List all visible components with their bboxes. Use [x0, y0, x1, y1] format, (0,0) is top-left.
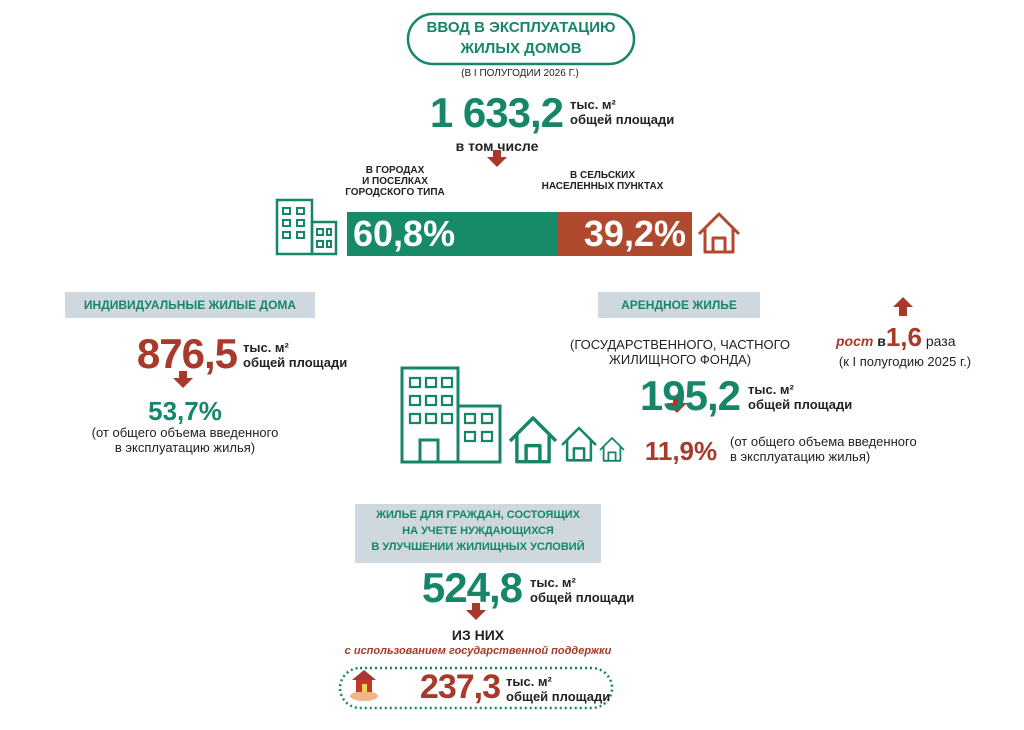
- split-label-value: 60,8%: [353, 213, 456, 254]
- unit-note: общей площади: [748, 397, 853, 412]
- label-line: В ГОРОДАХ: [365, 165, 425, 176]
- unit-note: общей площади: [506, 689, 611, 704]
- note-line: в эксплуатацию жилья): [114, 440, 256, 455]
- growth-mid: в: [877, 333, 886, 349]
- rental-subtitle: (ГОСУДАРСТВЕННОГО, ЧАСТНОГО ЖИЛИЩНОГО ФОН…: [560, 337, 800, 367]
- share-note: (от общего объема введенного в эксплуатац…: [70, 425, 300, 455]
- note-line: в эксплуатацию жилья): [730, 449, 871, 464]
- note-line: (от общего объема введенного: [91, 425, 279, 440]
- growth-note: (к I полугодию 2025 г.): [838, 354, 972, 369]
- unit-note: общей площади: [530, 590, 635, 605]
- note-line: (ГОСУДАРСТВЕННОГО, ЧАСТНОГО: [569, 337, 791, 352]
- subset-label: ИЗ НИХ: [451, 627, 505, 643]
- note-line: (от общего объема введенного: [730, 434, 917, 449]
- value: 876,5: [136, 330, 238, 377]
- share-note: (от общего объема введенного в эксплуатац…: [730, 434, 917, 464]
- house-icon: [508, 416, 558, 464]
- title-line: В УЛУЧШЕНИИ ЖИЛИЩНЫХ УСЛОВИЙ: [371, 541, 585, 553]
- unit-text: тыс. м²: [506, 674, 552, 689]
- period: (В I ПОЛУГОДИИ 2026 Г.): [461, 68, 579, 79]
- split-bar: 60,8% 39,2%: [347, 212, 692, 256]
- unit: тыс. м² общей площади: [243, 340, 347, 370]
- note-line: ЖИЛИЩНОГО ФОНДА): [608, 352, 752, 367]
- label-line: В СЕЛЬСКИХ: [569, 170, 636, 181]
- total-value: 1 633,2: [429, 89, 564, 136]
- value: 524,8: [421, 564, 523, 611]
- house-icon: [697, 212, 741, 254]
- split-segment: 39,2%: [556, 212, 692, 256]
- support-note: с использованием государственной поддерж…: [344, 645, 612, 657]
- title-line: ВВОД В ЭКСПЛУАТАЦИЮ: [426, 19, 616, 36]
- title-line: ЖИЛЫХ ДОМОВ: [460, 40, 582, 57]
- section-title: ИНДИВИДУАЛЬНЫЕ ЖИЛЫЕ ДОМА: [65, 292, 315, 318]
- split-label: В СЕЛЬСКИХ НАСЕЛЕННЫХ ПУНКТАХ: [530, 170, 675, 192]
- house-icon: [599, 437, 625, 462]
- growth-suffix: раза: [925, 333, 956, 349]
- split-label-value: 39,2%: [583, 213, 686, 254]
- growth: рост в1,6 раза: [836, 322, 956, 353]
- unit-note: общей площади: [243, 355, 348, 370]
- growth-value: 1,6: [885, 322, 922, 352]
- share: 11,9%: [644, 436, 718, 466]
- growth-prefix: рост: [836, 333, 874, 349]
- gift-house-icon: [350, 670, 378, 701]
- unit: тыс. м² общей площади: [530, 575, 634, 605]
- support-value: 237,3: [419, 668, 501, 706]
- split-label: В ГОРОДАХ И ПОСЕЛКАХ ГОРОДСКОГО ТИПА: [330, 165, 460, 198]
- total-note: в том числе: [455, 138, 539, 154]
- unit-note: общей площади: [570, 112, 675, 127]
- share: 53,7%: [148, 396, 222, 426]
- unit-text: тыс. м²: [570, 97, 616, 112]
- split-segment: 60,8%: [347, 212, 557, 256]
- unit: тыс. м² общей площади: [570, 97, 674, 127]
- section-title: АРЕНДНОЕ ЖИЛЬЕ: [598, 292, 760, 318]
- label-line: НАСЕЛЕННЫХ ПУНКТАХ: [541, 181, 664, 192]
- building-icon: [275, 198, 338, 256]
- unit-text: тыс. м²: [530, 575, 576, 590]
- title-line: ЖИЛЬЕ ДЛЯ ГРАЖДАН, СОСТОЯЩИХ: [376, 509, 580, 521]
- unit: тыс. м² общей площади: [506, 674, 610, 704]
- social-title: ЖИЛЬЕ ДЛЯ ГРАЖДАН, СОСТОЯЩИХ НА УЧЕТЕ НУЖ…: [355, 504, 601, 563]
- support-pill: [338, 666, 614, 710]
- header-title: ВВОД В ЭКСПЛУАТАЦИЮ ЖИЛЫХ ДОМОВ: [408, 17, 634, 59]
- arrow-up: [893, 297, 913, 316]
- value: 195,2: [639, 372, 741, 419]
- unit-text: тыс. м²: [243, 340, 289, 355]
- label-line: И ПОСЕЛКАХ: [362, 176, 428, 187]
- house-icon: [560, 426, 598, 462]
- buildings-icon: [400, 366, 502, 464]
- label-line: ГОРОДСКОГО ТИПА: [345, 187, 445, 198]
- unit: тыс. м² общей площади: [748, 382, 852, 412]
- unit-text: тыс. м²: [748, 382, 794, 397]
- title-line: НА УЧЕТЕ НУЖДАЮЩИХСЯ: [402, 525, 554, 537]
- header-pill: [406, 12, 636, 66]
